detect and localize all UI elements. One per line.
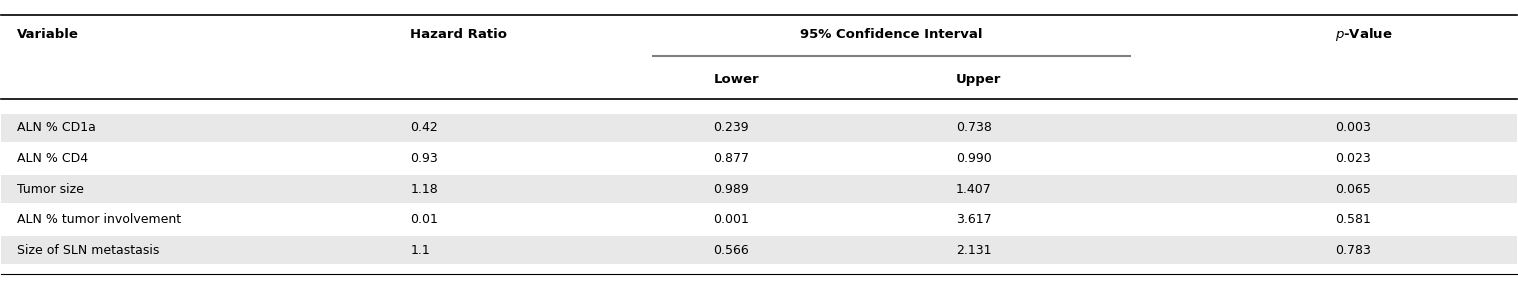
Text: ALN % CD1a: ALN % CD1a [17, 121, 96, 135]
Text: $\it{p}$-Value: $\it{p}$-Value [1334, 26, 1392, 43]
Text: 0.738: 0.738 [956, 121, 991, 135]
FancyBboxPatch shape [2, 114, 1516, 142]
Text: 1.18: 1.18 [410, 183, 439, 196]
Text: 0.001: 0.001 [713, 213, 750, 226]
Text: 0.566: 0.566 [713, 244, 750, 257]
Text: 0.003: 0.003 [1334, 121, 1371, 135]
Text: 0.239: 0.239 [713, 121, 750, 135]
Text: 0.023: 0.023 [1334, 152, 1371, 165]
Text: 0.93: 0.93 [410, 152, 439, 165]
Text: 0.990: 0.990 [956, 152, 991, 165]
Text: 1.1: 1.1 [410, 244, 430, 257]
Text: 0.783: 0.783 [1334, 244, 1371, 257]
Text: Upper: Upper [956, 73, 1002, 86]
Text: 0.42: 0.42 [410, 121, 439, 135]
Text: ALN % tumor involvement: ALN % tumor involvement [17, 213, 181, 226]
Text: Size of SLN metastasis: Size of SLN metastasis [17, 244, 159, 257]
Text: 2.131: 2.131 [956, 244, 991, 257]
FancyBboxPatch shape [2, 237, 1516, 264]
Text: 0.877: 0.877 [713, 152, 750, 165]
Text: 0.989: 0.989 [713, 183, 750, 196]
Text: Hazard Ratio: Hazard Ratio [410, 28, 507, 41]
FancyBboxPatch shape [2, 175, 1516, 203]
Text: 0.01: 0.01 [410, 213, 439, 226]
Text: 95% Confidence Interval: 95% Confidence Interval [800, 28, 982, 41]
Text: Tumor size: Tumor size [17, 183, 83, 196]
Text: 1.407: 1.407 [956, 183, 991, 196]
Text: 0.581: 0.581 [1334, 213, 1371, 226]
Text: 0.065: 0.065 [1334, 183, 1371, 196]
Text: Lower: Lower [713, 73, 759, 86]
Text: 3.617: 3.617 [956, 213, 991, 226]
Text: Variable: Variable [17, 28, 79, 41]
Text: ALN % CD4: ALN % CD4 [17, 152, 88, 165]
